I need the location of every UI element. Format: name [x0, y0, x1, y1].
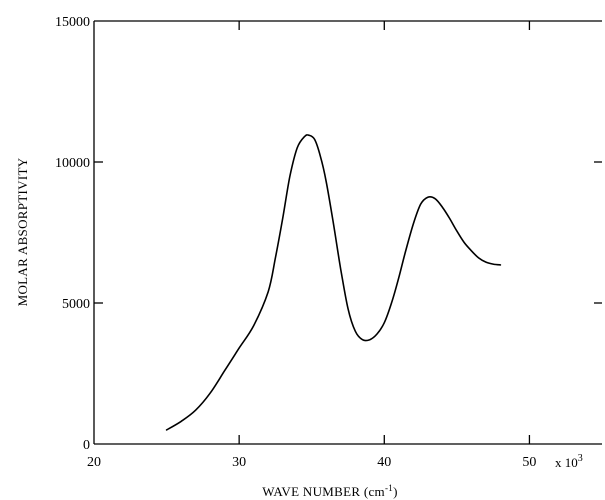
absorptivity-curve — [165, 134, 502, 431]
x-axis-label-suffix: ) — [393, 484, 398, 499]
tick-labels: 20 30 40 50 0 5000 10000 15000 — [55, 15, 536, 470]
x-tick-label: 40 — [377, 455, 391, 470]
x-tick-label: 30 — [232, 455, 246, 470]
x-multiplier-label: x 103 — [555, 453, 583, 470]
y-axis-label: MOLAR ABSORPTIVITY — [15, 157, 30, 306]
y-tick-label: 5000 — [62, 297, 90, 312]
y-tick-label: 15000 — [55, 15, 90, 30]
x-axis-label: WAVE NUMBER (cm-1) — [262, 483, 397, 499]
x-axis-label-main: WAVE NUMBER (cm — [262, 484, 385, 499]
x-multiplier-exp: 3 — [578, 453, 583, 464]
x-tick-label: 50 — [522, 455, 536, 470]
x-axis-label-sup: -1 — [385, 483, 393, 493]
x-tick-label: 20 — [87, 455, 101, 470]
x-multiplier-base: x 10 — [555, 455, 578, 470]
y-tick-label: 0 — [83, 438, 90, 453]
plot-frame — [93, 20, 602, 445]
axis-ticks — [94, 21, 602, 444]
y-tick-label: 10000 — [55, 156, 90, 171]
